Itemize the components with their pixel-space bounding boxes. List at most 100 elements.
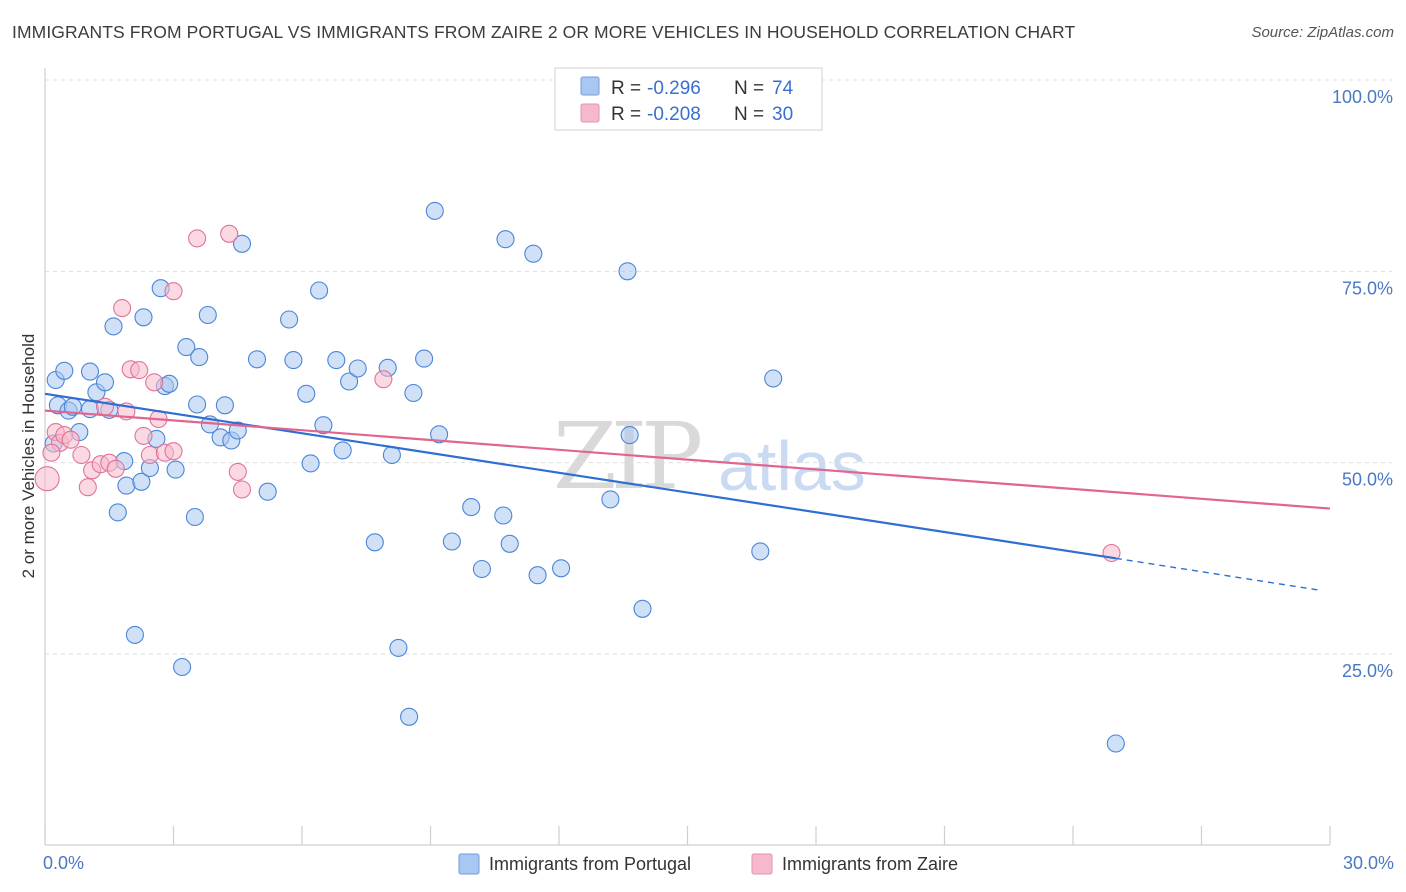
zaire-point-0 <box>34 466 60 492</box>
portugal-point-57 <box>430 425 449 444</box>
portugal-point-72 <box>764 369 783 388</box>
portugal-point-39 <box>280 310 299 329</box>
portugal-point-16 <box>125 625 144 644</box>
portugal-point-38 <box>258 482 277 501</box>
zaire-point-5 <box>72 445 91 465</box>
portugal-point-36 <box>232 234 252 253</box>
portugal-point-40 <box>284 351 303 370</box>
portugal-point-13 <box>108 503 127 522</box>
y-tick-label-3: 100.0% <box>1332 87 1393 107</box>
portugal-point-33 <box>215 396 234 415</box>
portugal-point-54 <box>404 383 423 403</box>
portugal-point-44 <box>314 416 333 435</box>
trend-lines <box>44 392 1331 592</box>
data-points <box>34 201 1125 753</box>
zaire-point-23 <box>188 229 207 248</box>
portugal-point-41 <box>297 384 316 403</box>
legend-n-label-portugal: N = <box>734 78 764 99</box>
zaire-point-9 <box>95 397 115 416</box>
portugal-point-56 <box>425 201 444 220</box>
watermark-zip: ZIP <box>553 403 700 510</box>
zaire-point-24 <box>220 224 239 243</box>
x-tick-label-min: 0.0% <box>43 853 84 873</box>
portugal-point-71 <box>751 542 770 561</box>
watermark-atlas: atlas <box>718 427 866 505</box>
zaire-point-15 <box>130 361 149 380</box>
portugal-trend-line <box>44 392 1117 560</box>
zaire-point-11 <box>106 459 125 478</box>
y-tick-label-2: 75.0% <box>1342 278 1393 298</box>
zaire-point-26 <box>232 480 252 499</box>
portugal-point-58 <box>442 532 461 551</box>
bottom-legend: Immigrants from Portugal Immigrants from… <box>458 853 958 875</box>
portugal-point-59 <box>462 498 481 517</box>
y-axis-title: 2 or more Vehicles in Household <box>19 334 38 579</box>
legend: R = -0.296 N = 74 R = -0.208 N = 30 <box>554 67 823 131</box>
legend-r-label-zaire: R = <box>611 104 641 125</box>
zaire-trend-line <box>44 409 1331 510</box>
portugal-point-24 <box>166 460 185 479</box>
legend-n-label-zaire: N = <box>734 104 764 125</box>
portugal-point-69 <box>620 426 639 445</box>
portugal-point-49 <box>365 533 384 552</box>
y-tick-labels: 25.0% 50.0% 75.0% 100.0% <box>1332 87 1393 681</box>
portugal-point-46 <box>333 441 352 460</box>
portugal-point-63 <box>500 534 519 553</box>
portugal-point-7 <box>80 362 100 381</box>
bottom-legend-swatch-zaire <box>751 853 773 875</box>
zaire-point-27 <box>374 370 393 389</box>
legend-n-value-portugal: 74 <box>772 78 794 99</box>
portugal-point-48 <box>348 359 367 378</box>
x-tick-label-max: 30.0% <box>1343 853 1394 873</box>
x-ticks <box>44 826 1331 845</box>
legend-r-label-portugal: R = <box>611 78 641 99</box>
portugal-point-67 <box>601 490 620 509</box>
portugal-point-62 <box>496 230 515 249</box>
portugal-point-53 <box>400 707 419 726</box>
portugal-point-18 <box>134 308 153 327</box>
portugal-point-61 <box>494 506 513 525</box>
portugal-point-25 <box>173 657 192 677</box>
zaire-point-16 <box>134 426 153 445</box>
zaire-point-12 <box>113 299 132 318</box>
zaire-point-22 <box>164 282 183 301</box>
bottom-legend-swatch-portugal <box>458 853 480 875</box>
portugal-point-68 <box>618 262 637 281</box>
portugal-point-10 <box>95 373 115 392</box>
portugal-point-42 <box>301 454 320 473</box>
portugal-point-60 <box>472 559 491 579</box>
legend-swatch-zaire <box>580 103 600 123</box>
chart-title: IMMIGRANTS FROM PORTUGAL VS IMMIGRANTS F… <box>12 22 1076 42</box>
bottom-legend-label-zaire: Immigrants from Zaire <box>782 854 958 874</box>
portugal-point-43 <box>310 281 329 300</box>
portugal-point-30 <box>198 305 217 325</box>
zaire-point-17 <box>140 445 159 465</box>
portugal-point-17 <box>132 472 151 491</box>
legend-swatch-portugal <box>580 76 600 96</box>
y-tick-label-1: 50.0% <box>1342 470 1393 490</box>
portugal-point-3 <box>55 361 74 380</box>
source-label: Source: ZipAtlas.com <box>1251 24 1394 41</box>
zaire-point-29 <box>42 443 61 462</box>
portugal-point-52 <box>389 638 408 657</box>
portugal-point-12 <box>104 317 123 336</box>
zaire-point-25 <box>228 462 247 481</box>
portugal-trend-extension <box>1115 557 1322 592</box>
zaire-point-4 <box>61 430 80 449</box>
gridlines <box>45 79 1392 655</box>
portugal-point-45 <box>327 351 346 370</box>
legend-r-value-portugal: -0.296 <box>647 78 701 99</box>
portugal-point-29 <box>190 348 209 367</box>
portugal-point-65 <box>528 566 547 585</box>
bottom-legend-label-portugal: Immigrants from Portugal <box>489 854 691 874</box>
portugal-point-27 <box>185 507 204 527</box>
portugal-point-37 <box>247 350 267 369</box>
portugal-point-23 <box>160 374 179 393</box>
y-tick-label-0: 25.0% <box>1342 661 1393 681</box>
portugal-point-73 <box>1106 734 1125 753</box>
portugal-point-64 <box>524 244 543 263</box>
portugal-point-47 <box>340 372 359 391</box>
zaire-point-21 <box>164 442 183 461</box>
zaire-point-18 <box>145 373 164 392</box>
